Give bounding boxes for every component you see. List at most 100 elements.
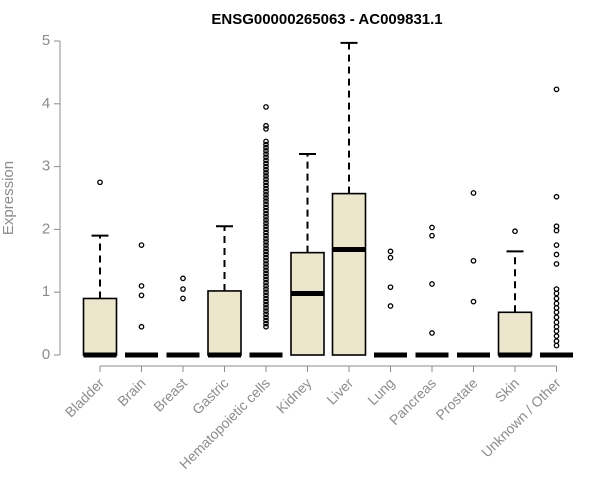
outlier-point (263, 201, 269, 208)
outlier-point (263, 166, 269, 173)
outlier-point (263, 217, 269, 223)
outlier-point (263, 295, 269, 302)
outlier-point (553, 342, 560, 349)
outlier-point (553, 314, 560, 321)
outlier-point (263, 317, 269, 324)
outlier-point (263, 239, 269, 245)
outlier-point (263, 179, 269, 186)
box-group (290, 153, 325, 356)
outlier-point (263, 192, 269, 198)
outlier-point (553, 295, 560, 302)
box-group (374, 248, 407, 358)
outlier-point (263, 188, 269, 195)
outlier-point (180, 295, 186, 302)
outlier-point (263, 311, 269, 318)
outlier-point (263, 182, 269, 189)
outlier-point (553, 286, 560, 292)
outlier-point (553, 223, 560, 230)
outlier-point (263, 226, 269, 233)
outlier-point (429, 224, 435, 231)
outlier-point (263, 204, 269, 211)
outlier-point (263, 254, 269, 261)
outlier-point (553, 323, 560, 330)
outlier-point (263, 242, 269, 248)
outlier-point (263, 276, 269, 283)
outlier-point (97, 179, 103, 186)
outlier-point (263, 176, 269, 183)
outlier-point (263, 207, 269, 214)
outlier-point (138, 242, 145, 248)
outlier-point (263, 270, 269, 277)
outlier-point (180, 275, 186, 282)
outlier-point (553, 333, 560, 340)
outlier-point (263, 235, 269, 242)
outlier-point (263, 273, 269, 280)
outlier-point (263, 257, 269, 264)
box-rect (290, 251, 325, 356)
outlier-point (263, 264, 269, 270)
outlier-point (553, 309, 560, 316)
outlier-point (263, 320, 269, 327)
outlier-point (263, 279, 269, 286)
x-tick-label: Skin (492, 375, 523, 406)
outlier-point (263, 245, 269, 252)
box-group (166, 275, 200, 358)
box-group (331, 41, 367, 356)
box-rect (207, 290, 242, 356)
outlier-point (553, 319, 560, 326)
outlier-point (263, 251, 269, 258)
outlier-point (387, 254, 394, 261)
outlier-point (263, 267, 269, 274)
outlier-point (263, 104, 269, 110)
box-rect (331, 192, 367, 356)
outlier-point (263, 292, 269, 299)
outlier-point (263, 283, 269, 289)
outlier-point (553, 290, 560, 297)
outlier-point (553, 261, 560, 267)
box-rect (497, 311, 533, 356)
outlier-point (263, 141, 269, 148)
outlier-point (553, 86, 560, 93)
outlier-point (429, 232, 435, 239)
box-group (207, 225, 242, 358)
box-group (249, 104, 283, 358)
y-tick-label: 2 (42, 220, 50, 237)
outlier-point (553, 328, 560, 334)
outlier-point (180, 286, 186, 292)
outlier-point (263, 185, 269, 192)
outlier-point (512, 228, 518, 235)
outlier-point (263, 163, 269, 170)
outlier-point (263, 298, 269, 305)
box-group (82, 179, 118, 358)
outlier-point (263, 289, 269, 296)
outlier-point (263, 210, 269, 217)
outlier-point (263, 170, 269, 176)
x-tick-label: Prostate (432, 375, 480, 423)
outlier-point (429, 330, 435, 336)
y-tick-label: 5 (42, 32, 50, 49)
outlier-point (263, 195, 269, 201)
outlier-point (263, 261, 269, 267)
box-group (457, 190, 490, 358)
outlier-point (263, 148, 269, 154)
outlier-point (263, 223, 269, 230)
outlier-point (263, 301, 269, 308)
outlier-point (553, 300, 560, 307)
outlier-point (263, 144, 269, 151)
outlier-point (553, 242, 560, 248)
outlier-point (387, 248, 394, 255)
x-tick-label: Unknown / Other (478, 375, 564, 461)
outlier-point (263, 305, 269, 311)
x-tick-label: Brain (114, 375, 148, 409)
outlier-point (138, 292, 145, 299)
outlier-point (263, 157, 269, 164)
y-tick-label: 3 (42, 158, 50, 175)
outlier-point (263, 220, 269, 226)
outlier-point (263, 126, 269, 132)
outlier-point (263, 229, 269, 236)
y-tick-label: 1 (42, 283, 50, 300)
x-tick-label: Kidney (273, 375, 315, 417)
outlier-point (263, 323, 269, 330)
outlier-point (263, 286, 269, 292)
